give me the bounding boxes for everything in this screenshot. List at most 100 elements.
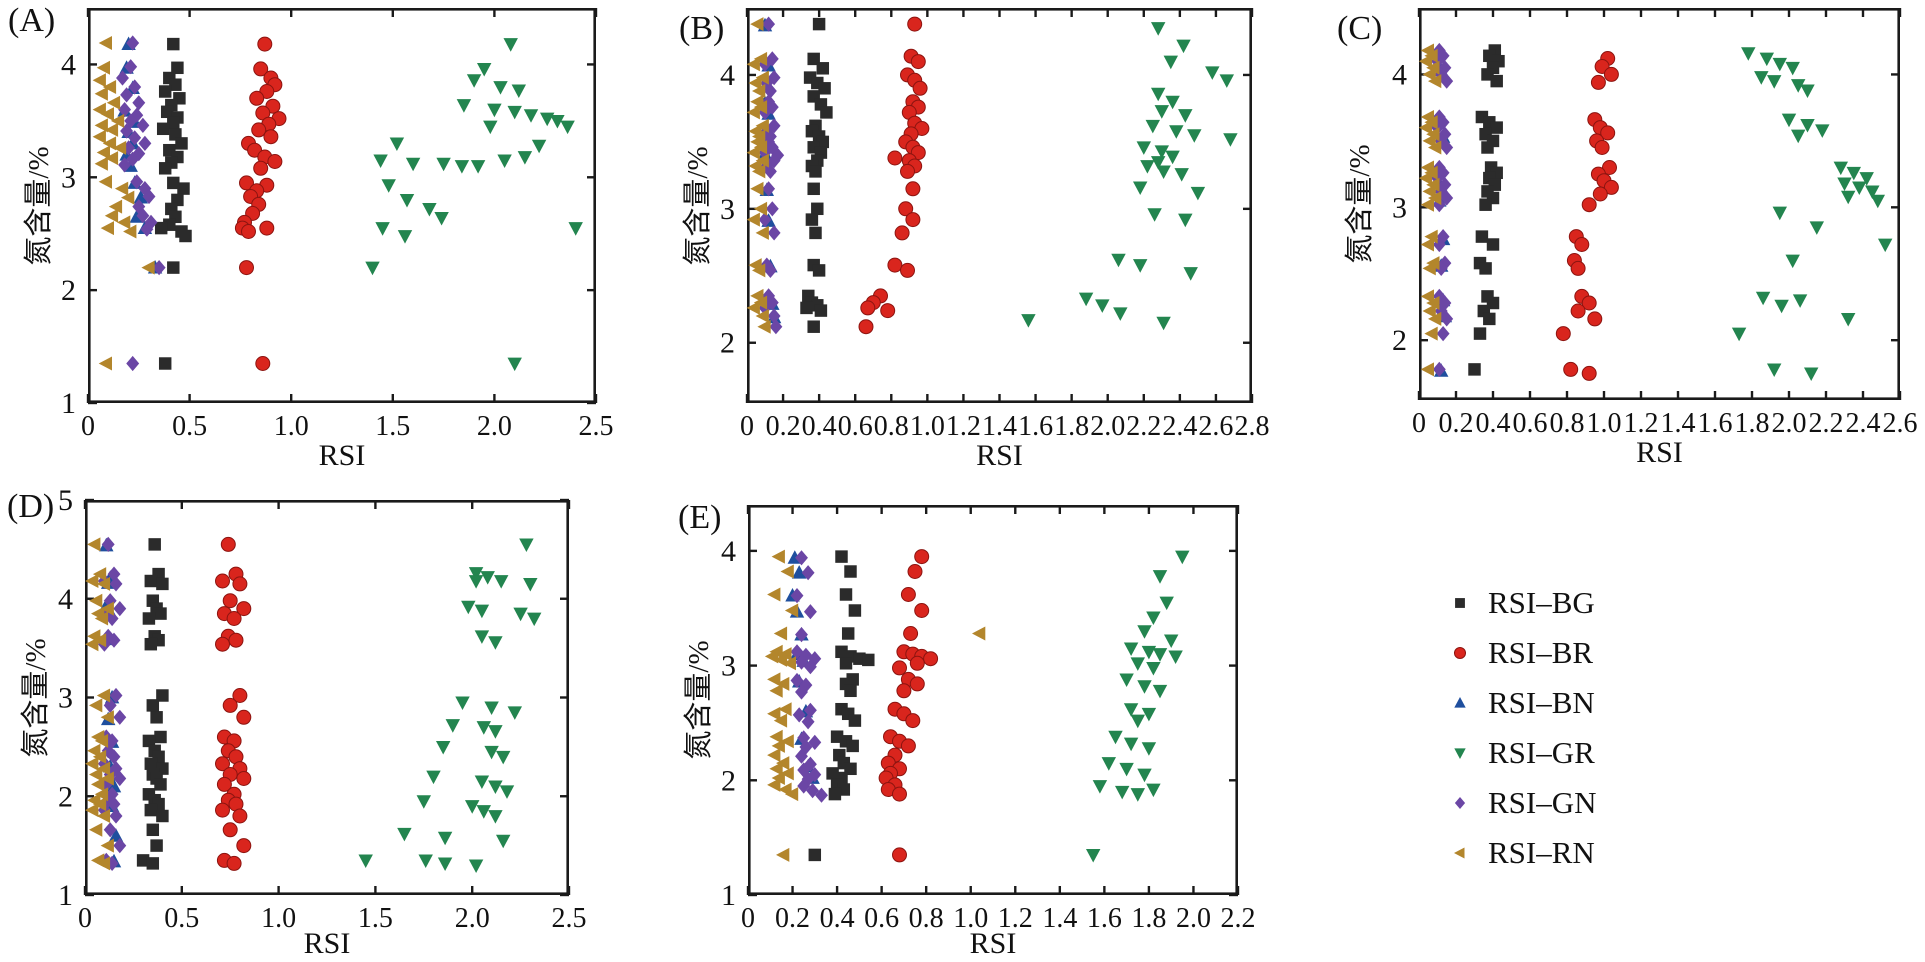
svg-text:2: 2 [721, 764, 736, 797]
svg-text:1.8: 1.8 [1735, 408, 1770, 439]
legend-item-rn: RSI–RN [1448, 828, 1597, 878]
panel-d-y-axis-title: 氮含量/% [20, 637, 52, 758]
panel-c-plot-area: 0 0.2 0.4 0.6 0.8 1.0 1.2 1.4 1.6 1.8 2.0 2.2 2.4 2.6… [1392, 7, 1918, 439]
svg-text:2.8: 2.8 [1235, 411, 1270, 442]
legend-label: RSI–RN [1488, 835, 1595, 870]
svg-text:0: 0 [741, 903, 755, 934]
svg-text:0.8: 0.8 [1550, 408, 1585, 439]
panel-b-x-axis-title: RSI [976, 439, 1023, 472]
svg-text:0: 0 [78, 903, 92, 934]
svg-text:4: 4 [721, 535, 736, 568]
svg-text:1.8: 1.8 [1131, 903, 1166, 934]
legend-label: RSI–GR [1488, 735, 1595, 770]
panel-b-y-axis-title: 氮含量/% [682, 145, 714, 266]
legend-item-gr: RSI–GR [1448, 728, 1597, 778]
legend-item-bn: RSI–BN [1448, 678, 1597, 728]
svg-text:0: 0 [1412, 408, 1426, 439]
svg-text:0: 0 [81, 411, 95, 442]
svg-text:1.4: 1.4 [1042, 903, 1077, 934]
svg-text:1.6: 1.6 [1087, 903, 1122, 934]
svg-text:2.5: 2.5 [552, 903, 587, 934]
svg-text:1: 1 [58, 879, 73, 912]
svg-text:4: 4 [58, 583, 73, 616]
svg-text:1.0: 1.0 [261, 903, 296, 934]
svg-text:0.4: 0.4 [802, 411, 837, 442]
svg-text:3: 3 [720, 193, 735, 226]
panel-e-label: (E) [678, 499, 722, 536]
svg-text:1.0: 1.0 [953, 903, 988, 934]
svg-text:1.6: 1.6 [1698, 408, 1733, 439]
legend-label: RSI–BR [1488, 635, 1594, 670]
svg-text:0.2: 0.2 [775, 903, 810, 934]
panel-d-x-axis-title: RSI [303, 927, 351, 960]
svg-text:0.5: 0.5 [164, 903, 199, 934]
diamond-marker-icon [1448, 791, 1472, 815]
triangle-up-marker-icon [1448, 691, 1472, 715]
circle-marker-icon [1448, 641, 1472, 665]
svg-text:2: 2 [58, 780, 73, 813]
svg-text:4: 4 [720, 59, 735, 92]
panel-b: (B) 氮含量/% RSI 0 0.2 0.4 0.6 0.8 1.0 1.2 1.4 1.6 1… [679, 7, 1270, 472]
svg-text:2.4: 2.4 [1162, 411, 1197, 442]
svg-text:2.2: 2.2 [1221, 903, 1256, 934]
panel-a-plot-area: 0 0.5 1.0 1.5 2.0 2.5 1 2 3 4 [61, 7, 614, 442]
svg-text:5: 5 [58, 484, 73, 517]
svg-text:2.2: 2.2 [1809, 408, 1844, 439]
svg-text:0.6: 0.6 [864, 903, 899, 934]
triangle-left-marker-icon [1448, 841, 1472, 865]
panel-b-plot-area: 0 0.2 0.4 0.6 0.8 1.0 1.2 1.4 1.6 1.8 2.0 2.2 2.4 2.6… [720, 7, 1270, 442]
svg-text:0.5: 0.5 [172, 411, 207, 442]
svg-text:0.6: 0.6 [1513, 408, 1548, 439]
legend-label: RSI–BG [1488, 585, 1595, 620]
panel-c-x-axis-title: RSI [1636, 436, 1683, 469]
svg-text:1: 1 [721, 879, 736, 912]
svg-text:0.8: 0.8 [874, 411, 909, 442]
panel-b-label: (B) [679, 10, 725, 47]
svg-text:4: 4 [1392, 58, 1407, 91]
svg-text:1.5: 1.5 [375, 411, 410, 442]
svg-text:3: 3 [721, 650, 736, 683]
legend-item-br: RSI–BR [1448, 628, 1597, 678]
legend-item-bg: RSI–BG [1448, 578, 1597, 628]
svg-text:1.0: 1.0 [274, 411, 309, 442]
legend-label: RSI–BN [1488, 685, 1595, 720]
svg-text:2.0: 2.0 [455, 903, 490, 934]
svg-text:0: 0 [740, 411, 754, 442]
legend-label: RSI–GN [1488, 785, 1597, 820]
svg-text:2.4: 2.4 [1846, 408, 1881, 439]
svg-text:2: 2 [1392, 324, 1407, 357]
svg-text:2.5: 2.5 [579, 411, 614, 442]
svg-text:2.6: 2.6 [1883, 408, 1918, 439]
panel-c-label: (C) [1337, 10, 1383, 47]
svg-text:2.6: 2.6 [1198, 411, 1233, 442]
svg-text:4: 4 [61, 48, 76, 81]
panel-a-x-axis-title: RSI [318, 439, 366, 472]
svg-text:0.2: 0.2 [766, 411, 801, 442]
svg-text:3: 3 [1392, 191, 1407, 224]
svg-text:1.2: 1.2 [998, 903, 1033, 934]
svg-text:1.0: 1.0 [1587, 408, 1622, 439]
svg-text:0.4: 0.4 [1476, 408, 1511, 439]
panel-c: (C) 氮含量/% RSI 0 0.2 0.4 0.6 0.8 1.0 1.2 1.4 1.6 1… [1337, 7, 1918, 469]
svg-text:3: 3 [61, 161, 76, 194]
svg-text:1.6: 1.6 [1018, 411, 1053, 442]
triangle-down-marker-icon [1448, 741, 1472, 765]
square-marker-icon [1448, 591, 1472, 615]
panel-e-x-axis-title: RSI [969, 927, 1017, 960]
svg-text:1.4: 1.4 [1661, 408, 1696, 439]
svg-text:2.0: 2.0 [1176, 903, 1211, 934]
panel-d: (D) 氮含量/% RSI 0 0.5 1.0 1.5 2.0 2.5 1 2 3 4 5 [7, 484, 587, 960]
panel-d-plot-area: 0 0.5 1.0 1.5 2.0 2.5 1 2 3 4 5 [58, 484, 587, 934]
svg-text:0.4: 0.4 [820, 903, 855, 934]
svg-text:1.4: 1.4 [982, 411, 1017, 442]
svg-text:1.2: 1.2 [1624, 408, 1659, 439]
svg-text:1.0: 1.0 [910, 411, 945, 442]
svg-text:0.6: 0.6 [838, 411, 873, 442]
panel-a: (A) 氮含量/% RSI 0 0.5 1.0 1.5 2.0 2.5 1 2 3 4 [8, 2, 614, 472]
svg-text:2: 2 [61, 274, 76, 307]
svg-text:1.5: 1.5 [358, 903, 393, 934]
panel-a-label: (A) [8, 2, 56, 39]
panel-e: (E) 氮含量/% RSI 0 0.2 0.4 0.6 0.8 1.0 1.2 1.4 1.6 1… [678, 499, 1256, 960]
legend: RSI–BG RSI–BR RSI–BN RSI–GR RSI–GN RSI–R… [1448, 578, 1597, 878]
